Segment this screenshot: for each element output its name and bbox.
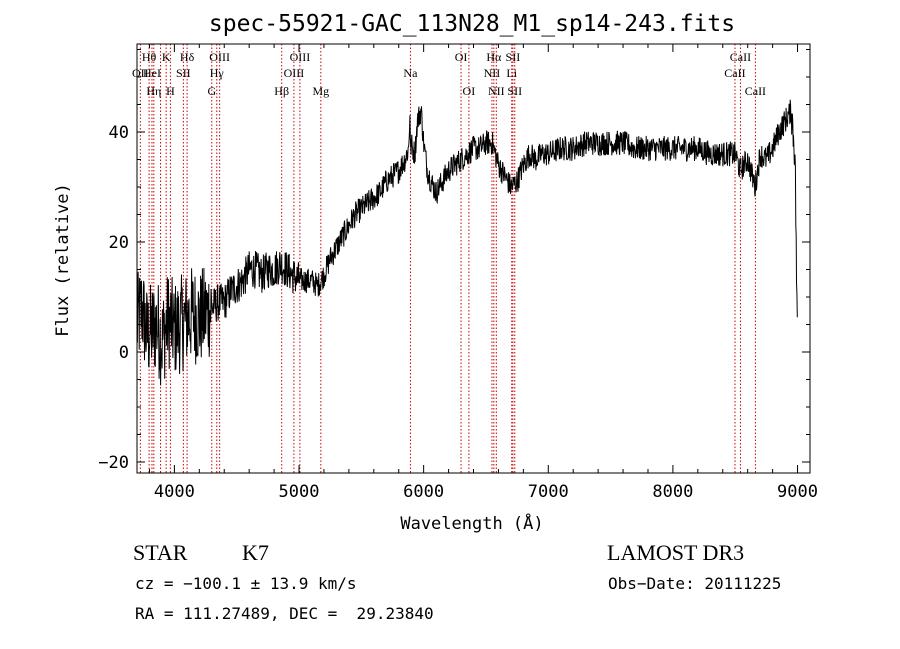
plot-frame [136,43,811,474]
spectral-line-label: Mg [312,84,329,98]
spectral-line-label: Hα [486,50,502,64]
object-subclass: K7 [242,540,269,565]
x-axis-label: Wavelength (Å) [400,512,543,534]
coordinates: RA = 111.27489, DEC = 29.23840 [135,604,434,623]
x-tick-label: 4000 [154,482,195,502]
spectrum-trace [136,99,798,386]
spectral-line-label: OIII [290,50,311,64]
spectral-line-label: Hδ [180,50,195,64]
spectral-line-label: CaII [724,66,745,80]
spectral-line-label: Na [403,66,418,80]
spectral-line-label: OI [455,50,468,64]
spectral-line-label: H [166,84,175,98]
x-tick-label: 9000 [777,482,818,502]
spectral-line-label: NII [484,66,501,80]
spectral-line-label: Hθ [142,50,157,64]
chart-title: spec-55921-GAC_113N28_M1_sp14-243.fits [209,11,735,37]
spectral-line-label: SII [506,50,521,64]
survey-name: LAMOST DR3 [607,540,745,565]
x-tick-label: 6000 [403,482,444,502]
spectral-line-markers [139,44,756,473]
spectrum-line [136,99,798,386]
spectral-line-label: Li [506,66,517,80]
spectral-line-label: CaII [730,50,751,64]
spectral-line-label: HeI [143,66,161,80]
spectral-line-label: Hγ [210,66,225,80]
spectral-line-label: G [207,84,216,98]
spectral-line-label: OII [132,66,149,80]
spectral-line-label: CaII [745,84,766,98]
spectral-line-label: Hβ [274,84,289,98]
spectral-line-label: K [162,50,171,64]
spectral-line-label: NII [488,84,505,98]
spectral-line-label: SII [507,84,522,98]
axis-ticks: 4000 5000 6000 7000 8000 9000 −20 0 20 40 [98,44,818,502]
y-tick-label: 0 [119,343,129,363]
spectral-line-label: OI [463,84,476,98]
object-class: STAR [133,540,188,565]
redshift-value: cz = −100.1 ± 13.9 km/s [135,574,357,593]
y-tick-label: 40 [109,123,129,143]
x-tick-label: 7000 [528,482,569,502]
y-tick-label: 20 [109,233,129,253]
spectral-line-label: SII [176,66,191,80]
spectral-line-label: OIII [284,66,305,80]
spectral-line-label: Hη [146,84,161,98]
x-tick-label: 8000 [652,482,693,502]
x-tick-label: 5000 [279,482,320,502]
y-tick-label: −20 [98,453,129,473]
y-axis-label: Flux (relative) [53,183,73,337]
spectral-line-label: OIII [209,50,230,64]
observation-date: Obs−Date: 20111225 [608,574,782,593]
spectral-line-labels: OIIHθHeIHηKHSIIHδGHγOIIIHβOIIIOIIIMgNaOI… [132,50,766,98]
